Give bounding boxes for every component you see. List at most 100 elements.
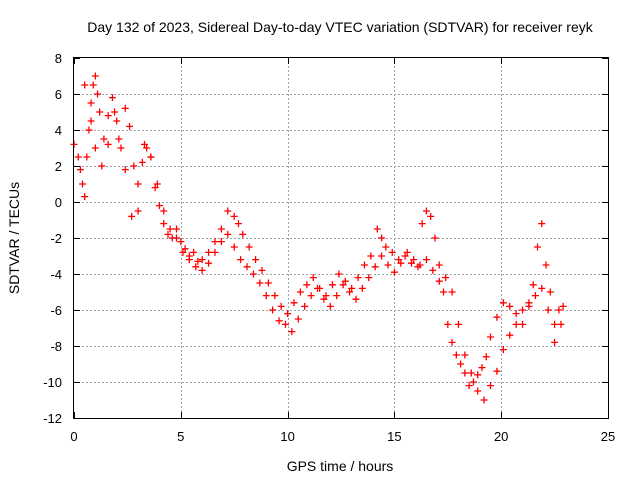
data-point — [371, 263, 379, 271]
data-point — [435, 261, 443, 269]
data-point — [81, 81, 89, 89]
data-point — [151, 184, 159, 192]
x-axis-label: GPS time / hours — [287, 458, 394, 474]
data-point — [519, 320, 527, 328]
data-point — [339, 281, 347, 289]
data-point — [352, 295, 360, 303]
data-point — [98, 162, 106, 170]
data-point — [499, 346, 507, 354]
data-point — [559, 302, 567, 310]
data-point — [467, 369, 475, 377]
data-point — [249, 270, 257, 278]
data-point — [190, 248, 198, 256]
data-point — [407, 259, 415, 267]
data-point — [506, 331, 514, 339]
data-point — [435, 277, 443, 285]
data-point — [126, 122, 134, 130]
y-tick-label: 4 — [55, 123, 62, 138]
y-tick-label: -12 — [43, 411, 62, 426]
data-point — [134, 180, 142, 188]
data-point — [87, 117, 95, 125]
series-2 — [76, 81, 565, 404]
data-point — [239, 230, 247, 238]
data-point — [104, 112, 112, 120]
data-point — [85, 126, 93, 134]
data-point — [271, 292, 279, 300]
data-point — [230, 212, 238, 220]
data-point — [388, 248, 396, 256]
data-point — [358, 284, 366, 292]
data-point — [181, 245, 189, 253]
y-axis-label: SDTVAR / TECUs — [6, 182, 22, 294]
y-tick-label: 8 — [55, 51, 62, 66]
data-point — [346, 288, 354, 296]
data-point — [542, 261, 550, 269]
data-point — [288, 328, 296, 336]
data-point — [262, 292, 270, 300]
data-point — [79, 180, 87, 188]
data-point — [534, 243, 542, 251]
data-point — [452, 351, 460, 359]
x-tick-label: 15 — [387, 429, 401, 444]
data-point — [378, 252, 386, 260]
y-tick-label: -10 — [43, 375, 62, 390]
data-point — [185, 256, 193, 264]
data-point — [519, 306, 527, 314]
grid-layer — [74, 58, 608, 418]
data-point — [111, 108, 119, 116]
data-point — [290, 299, 298, 307]
data-point — [373, 225, 381, 233]
data-point — [557, 320, 565, 328]
data-point — [130, 162, 138, 170]
data-point — [258, 266, 266, 274]
data-point — [284, 310, 292, 318]
data-point — [416, 261, 424, 269]
data-point — [234, 220, 242, 228]
x-tick-label: 5 — [177, 429, 184, 444]
data-point — [384, 261, 392, 269]
data-point — [173, 225, 181, 233]
data-point — [378, 234, 386, 242]
data-point — [211, 238, 219, 246]
data-point — [480, 396, 488, 404]
data-point — [301, 302, 309, 310]
data-point — [307, 292, 315, 300]
data-point — [205, 248, 213, 256]
data-point — [147, 153, 155, 161]
data-point — [448, 338, 456, 346]
data-point — [454, 320, 462, 328]
data-point — [115, 135, 123, 143]
data-point — [395, 256, 403, 264]
data-point — [482, 353, 490, 361]
data-point — [117, 144, 125, 152]
data-point — [440, 288, 448, 296]
data-point — [365, 274, 373, 282]
data-point — [100, 135, 108, 143]
x-tick-label: 25 — [601, 429, 615, 444]
data-point — [104, 140, 112, 148]
data-point — [538, 284, 546, 292]
data-point — [87, 99, 95, 107]
data-point — [81, 193, 89, 201]
data-point — [360, 261, 368, 269]
data-point — [93, 90, 101, 98]
data-point — [177, 238, 185, 246]
data-point — [138, 158, 146, 166]
data-point — [108, 94, 116, 102]
data-point — [397, 259, 405, 267]
data-layer — [70, 72, 567, 404]
series-1 — [70, 72, 567, 390]
data-point — [230, 243, 238, 251]
data-point — [431, 234, 439, 242]
data-point — [555, 306, 563, 314]
data-point — [121, 166, 129, 174]
x-tick-label: 0 — [70, 429, 77, 444]
data-point — [121, 104, 129, 112]
data-point — [354, 274, 362, 282]
tick-layer: 0 5 10 15 20 25 -12 -10 -8 -6 -4 -2 0 2 4 6 8 — [43, 51, 615, 444]
data-point — [418, 220, 426, 228]
data-point — [166, 225, 174, 233]
data-point — [277, 302, 285, 310]
data-point — [444, 320, 452, 328]
data-point — [294, 315, 302, 323]
